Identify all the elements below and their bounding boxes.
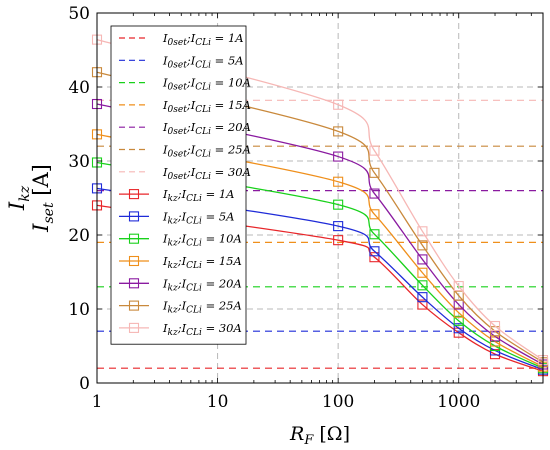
y-tick-label: 30 bbox=[68, 152, 90, 172]
plot-frame bbox=[96, 12, 544, 384]
legend-label: Ikz;ICLi = 10A bbox=[162, 232, 242, 249]
series-line bbox=[96, 103, 544, 366]
legend-label: I0set;ICLi = 30A bbox=[162, 165, 251, 182]
legend: I0set;ICLi = 1A I0set;ICLi = 5A I0set;ICLi… bbox=[110, 25, 251, 345]
legend-marker-swatch bbox=[128, 322, 140, 333]
y-tick-label: 50 bbox=[68, 4, 90, 24]
data-point bbox=[369, 246, 380, 257]
data-point bbox=[333, 199, 344, 210]
data-point bbox=[417, 240, 428, 251]
legend-entry-i0set-icli-25a: I0set;ICLi = 25A bbox=[119, 143, 251, 160]
legend-marker-swatch bbox=[128, 189, 140, 200]
data-point bbox=[453, 323, 464, 334]
legend-label: I0set;ICLi = 20A bbox=[162, 120, 251, 137]
data-point bbox=[333, 99, 344, 110]
y-axis-label-line1: Ikz bbox=[5, 185, 33, 211]
legend-label: Ikz;ICLi = 15A bbox=[162, 254, 242, 271]
y-tick-label: 20 bbox=[68, 226, 90, 246]
legend-entry-i0set-icli-10a: I0set;ICLi = 10A bbox=[119, 76, 251, 93]
data-point bbox=[333, 151, 344, 162]
data-point bbox=[369, 145, 380, 156]
y-tick-label: 10 bbox=[68, 300, 90, 320]
data-point bbox=[417, 254, 428, 265]
legend-entry-ikz-icli-20a: Ikz;ICLi = 20A bbox=[119, 276, 242, 293]
legend-box bbox=[110, 25, 247, 345]
y-tick-label: 0 bbox=[79, 374, 90, 394]
legend-label: Ikz;ICLi = 30A bbox=[162, 321, 242, 338]
data-point bbox=[417, 299, 428, 310]
legend-label: Ikz;ICLi = 5A bbox=[162, 209, 235, 226]
data-point bbox=[417, 226, 428, 237]
legend-entry-i0set-icli-1a: I0set;ICLi = 1A bbox=[119, 31, 244, 48]
series-line bbox=[96, 39, 544, 361]
legend-entry-i0set-icli-20a: I0set;ICLi = 20A bbox=[119, 120, 251, 137]
legend-marker-swatch bbox=[128, 211, 140, 222]
data-point bbox=[369, 229, 380, 240]
x-tick-label: 10 bbox=[207, 392, 229, 412]
x-axis-label: RF [Ω] bbox=[289, 423, 350, 446]
legend-label: I0set;ICLi = 15A bbox=[162, 98, 251, 115]
legend-entry-ikz-icli-10a: Ikz;ICLi = 10A bbox=[119, 232, 242, 249]
legend-label: Ikz;ICLi = 25A bbox=[162, 299, 242, 316]
data-point bbox=[417, 280, 428, 291]
legend-label: I0set;ICLi = 1A bbox=[162, 31, 244, 48]
legend-label: Ikz;ICLi = 20A bbox=[162, 276, 242, 293]
data-point bbox=[369, 167, 380, 178]
data-point bbox=[453, 315, 464, 326]
data-point bbox=[369, 252, 380, 263]
data-point bbox=[369, 209, 380, 220]
legend-label: I0set;ICLi = 10A bbox=[162, 76, 251, 93]
legend-entry-ikz-icli-25a: Ikz;ICLi = 25A bbox=[119, 299, 242, 316]
data-point bbox=[333, 221, 344, 232]
data-point bbox=[453, 307, 464, 318]
legend-entry-i0set-icli-5a: I0set;ICLi = 5A bbox=[119, 53, 244, 70]
data-point bbox=[453, 281, 464, 292]
legend-marker-swatch bbox=[128, 300, 140, 311]
y-axis-label-line2: Iset [A] bbox=[29, 164, 57, 233]
data-point bbox=[453, 290, 464, 301]
legend-marker-swatch bbox=[128, 233, 140, 244]
legend-entry-ikz-icli-5a: Ikz;ICLi = 5A bbox=[119, 209, 235, 226]
x-tick-label: 1000 bbox=[437, 392, 480, 412]
data-point bbox=[333, 126, 344, 137]
data-point bbox=[489, 320, 501, 332]
x-tick-label: 1 bbox=[92, 392, 103, 412]
legend-marker-swatch bbox=[128, 278, 140, 289]
data-point bbox=[417, 292, 428, 303]
legend-entry-ikz-icli-15a: Ikz;ICLi = 15A bbox=[119, 254, 242, 271]
data-point bbox=[417, 267, 428, 278]
series-line bbox=[96, 71, 544, 363]
legend-entry-i0set-icli-30a: I0set;ICLi = 30A bbox=[119, 165, 251, 182]
legend-marker-swatch bbox=[128, 255, 140, 267]
data-point bbox=[333, 235, 344, 246]
x-tick-label: 100 bbox=[322, 392, 354, 412]
y-tick-label: 40 bbox=[68, 78, 90, 98]
legend-entry-i0set-icli-15a: I0set;ICLi = 15A bbox=[119, 98, 251, 115]
legend-label: I0set;ICLi = 5A bbox=[162, 53, 244, 70]
legend-entry-ikz-icli-30a: Ikz;ICLi = 30A bbox=[119, 321, 242, 338]
data-point bbox=[369, 188, 380, 199]
legend-entry-ikz-icli-1a: Ikz;ICLi = 1A bbox=[119, 187, 235, 204]
data-point bbox=[333, 176, 344, 187]
axis-ticks: 1 10 100 1000 0 10 20 30 40 50 bbox=[68, 4, 544, 412]
legend-label: Ikz;ICLi = 1A bbox=[162, 187, 235, 204]
legend-label: I0set;ICLi = 25A bbox=[162, 143, 251, 160]
